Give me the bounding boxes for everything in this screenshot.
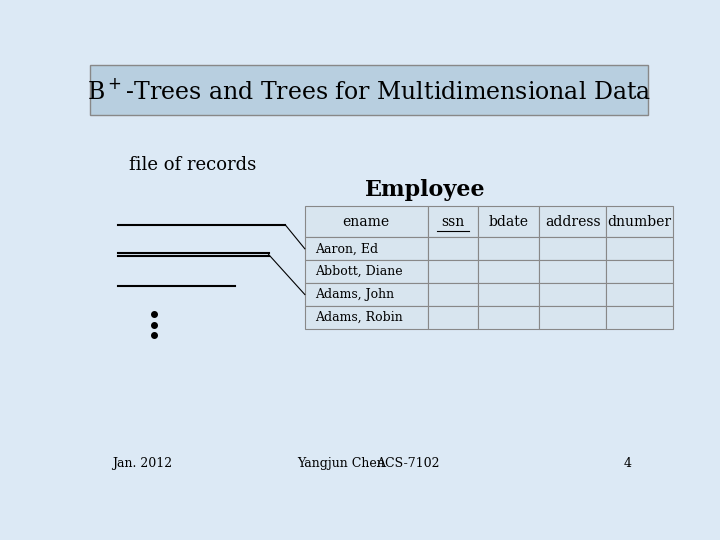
Text: Adams, Robin: Adams, Robin xyxy=(315,311,402,324)
FancyBboxPatch shape xyxy=(606,206,673,238)
FancyBboxPatch shape xyxy=(305,283,428,306)
FancyBboxPatch shape xyxy=(478,283,539,306)
Text: B$^+$-Trees and Trees for Multidimensional Data: B$^+$-Trees and Trees for Multidimension… xyxy=(87,79,651,104)
FancyBboxPatch shape xyxy=(305,238,428,260)
FancyBboxPatch shape xyxy=(90,65,648,114)
FancyBboxPatch shape xyxy=(305,206,428,238)
Text: Yangjun Chen: Yangjun Chen xyxy=(297,457,385,470)
FancyBboxPatch shape xyxy=(428,206,478,238)
FancyBboxPatch shape xyxy=(478,238,539,260)
Text: address: address xyxy=(545,215,600,229)
FancyBboxPatch shape xyxy=(539,306,606,329)
FancyBboxPatch shape xyxy=(428,260,478,283)
FancyBboxPatch shape xyxy=(478,206,539,238)
FancyBboxPatch shape xyxy=(539,238,606,260)
Text: file of records: file of records xyxy=(129,156,256,173)
FancyBboxPatch shape xyxy=(539,283,606,306)
Text: bdate: bdate xyxy=(488,215,528,229)
Text: 4: 4 xyxy=(624,457,631,470)
Text: dnumber: dnumber xyxy=(608,215,672,229)
Text: ssn: ssn xyxy=(441,215,464,229)
FancyBboxPatch shape xyxy=(428,238,478,260)
Text: ename: ename xyxy=(343,215,390,229)
Text: Abbott, Diane: Abbott, Diane xyxy=(315,265,402,278)
FancyBboxPatch shape xyxy=(539,260,606,283)
FancyBboxPatch shape xyxy=(478,306,539,329)
FancyBboxPatch shape xyxy=(606,306,673,329)
FancyBboxPatch shape xyxy=(539,206,606,238)
Text: ACS-7102: ACS-7102 xyxy=(377,457,440,470)
FancyBboxPatch shape xyxy=(428,283,478,306)
FancyBboxPatch shape xyxy=(606,283,673,306)
FancyBboxPatch shape xyxy=(606,238,673,260)
Text: Aaron, Ed: Aaron, Ed xyxy=(315,242,378,255)
Text: Adams, John: Adams, John xyxy=(315,288,394,301)
FancyBboxPatch shape xyxy=(606,260,673,283)
Text: Jan. 2012: Jan. 2012 xyxy=(112,457,173,470)
FancyBboxPatch shape xyxy=(478,260,539,283)
FancyBboxPatch shape xyxy=(428,306,478,329)
FancyBboxPatch shape xyxy=(305,306,428,329)
Text: Employee: Employee xyxy=(364,179,485,200)
FancyBboxPatch shape xyxy=(305,260,428,283)
